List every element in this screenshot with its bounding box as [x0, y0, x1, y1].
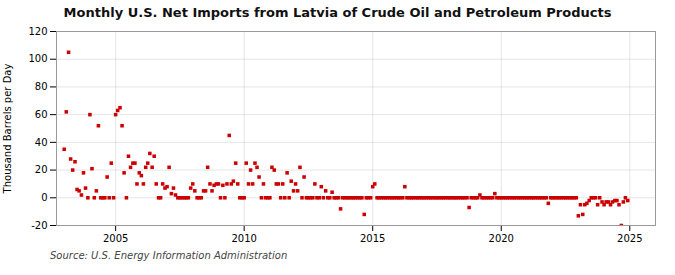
svg-text:2005: 2005: [103, 233, 128, 244]
html-text:Monthly U.S. Net Imports from: Monthly U.S. Net Imports from Latvia of …: [63, 5, 612, 20]
svg-text:80: 80: [35, 81, 48, 92]
svg-text:2025: 2025: [617, 233, 642, 244]
svg-text:2020: 2020: [489, 233, 514, 244]
svg-text:2015: 2015: [360, 233, 385, 244]
svg-text:60: 60: [35, 109, 48, 120]
svg-text:0: 0: [41, 192, 47, 203]
svg-text:20: 20: [35, 164, 48, 175]
svg-text:-20: -20: [31, 220, 47, 231]
svg-text:2010: 2010: [231, 233, 256, 244]
svg-text:100: 100: [28, 53, 47, 64]
svg-text:Thousand Barrels per Day: Thousand Barrels per Day: [2, 64, 13, 195]
svg-text:40: 40: [35, 137, 48, 148]
svg-text:120: 120: [28, 26, 47, 37]
html-text:Source: U.S. Energy Informatio: Source: U.S. Energy Information Administ…: [50, 250, 288, 261]
